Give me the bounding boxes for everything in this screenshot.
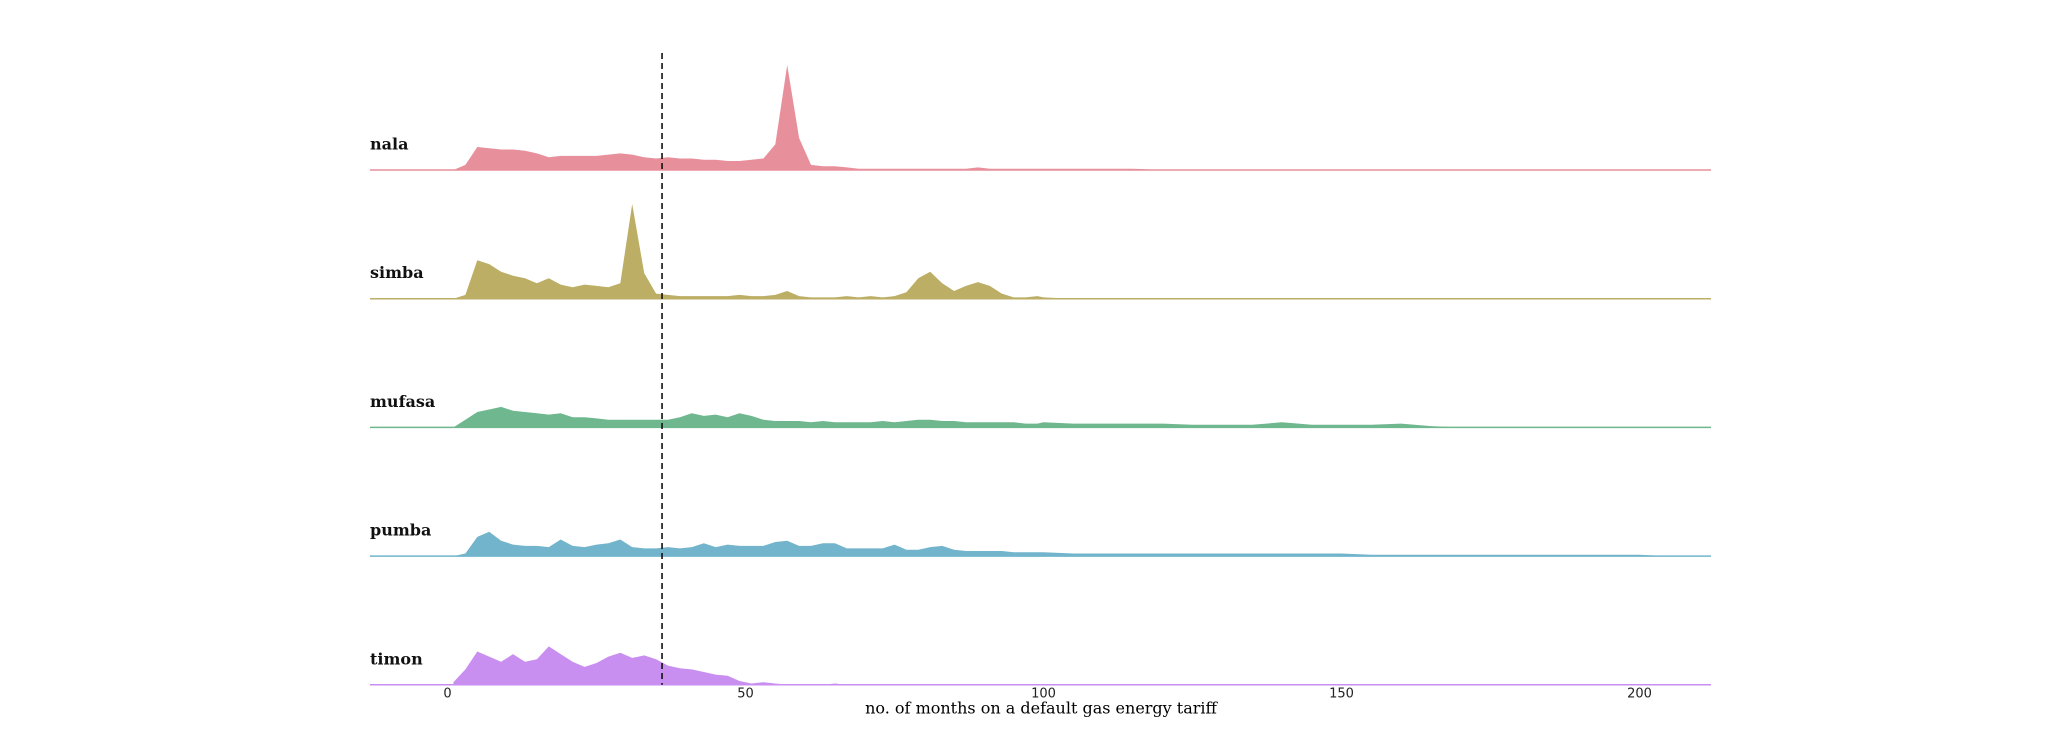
x-tick-label: 150 — [1329, 687, 1354, 702]
x-axis-label: no. of months on a default gas energy ta… — [865, 699, 1218, 718]
x-tick-label: 100 — [1031, 687, 1056, 702]
x-tick-label: 50 — [737, 687, 754, 702]
series-label: pumba — [370, 521, 431, 540]
density-area — [453, 204, 1700, 299]
density-area — [453, 406, 1700, 428]
series-label: simba — [370, 263, 424, 282]
x-tick-label: 0 — [443, 687, 451, 702]
x-tick-label: 200 — [1627, 687, 1652, 702]
density-area — [453, 531, 1700, 557]
density-area — [453, 65, 1700, 170]
series-label: nala — [370, 135, 408, 154]
density-area — [453, 646, 1700, 685]
series-label: timon — [370, 649, 423, 668]
series-label: mufasa — [370, 392, 435, 411]
